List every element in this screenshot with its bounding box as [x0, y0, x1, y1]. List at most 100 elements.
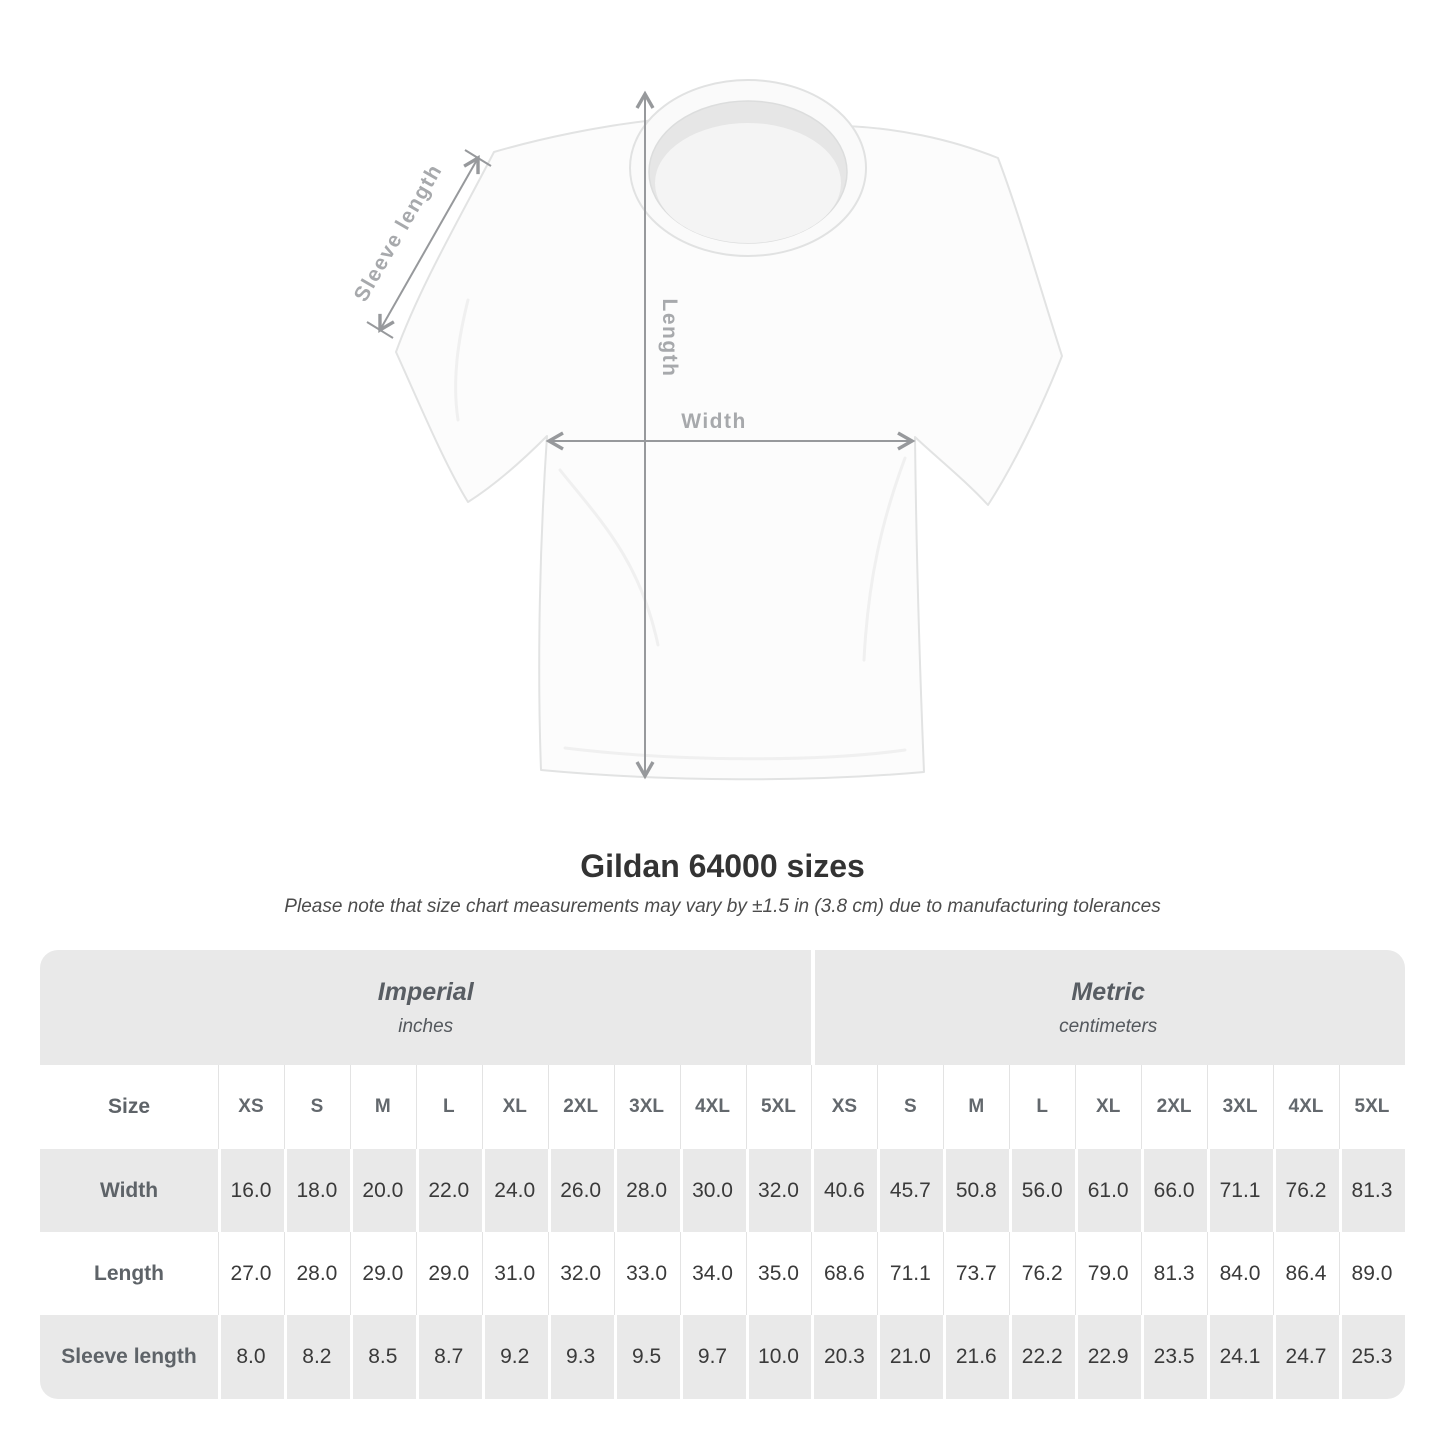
length-imperial-4xl: 34.0: [679, 1232, 746, 1315]
sleeve-length-imperial-l: 8.7: [415, 1315, 482, 1399]
length-metric-3xl: 84.0: [1207, 1232, 1273, 1315]
length-imperial-s: 28.0: [283, 1232, 350, 1315]
sleeve-length-imperial-xl: 9.2: [481, 1315, 548, 1399]
row-label-length: Length: [40, 1232, 218, 1315]
width-metric-l: 56.0: [1009, 1149, 1076, 1232]
sleeve-arrow-end-tick: [464, 149, 492, 167]
size-table: Imperial inches Metric centimeters Size …: [40, 950, 1405, 1399]
length-label: Length: [658, 299, 681, 378]
width-imperial-2xl: 26.0: [547, 1149, 614, 1232]
width-imperial-xs: 16.0: [218, 1149, 284, 1232]
sleeve-length-imperial-3xl: 9.5: [613, 1315, 680, 1399]
length-imperial-xl: 31.0: [481, 1232, 548, 1315]
tolerance-note: Please note that size chart measurements…: [284, 896, 1161, 917]
size-header-imperial-s: S: [283, 1065, 350, 1149]
metric-unit: centimeters: [1059, 1015, 1158, 1037]
imperial-unit: inches: [398, 1015, 454, 1037]
sleeve-length-imperial-4xl: 9.7: [679, 1315, 746, 1399]
width-metric-xs: 40.6: [811, 1149, 878, 1232]
width-metric-5xl: 81.3: [1338, 1149, 1405, 1232]
metric-label: Metric: [1071, 977, 1146, 1006]
length-metric-4xl: 86.4: [1273, 1232, 1339, 1315]
page-title: Gildan 64000 sizes: [580, 848, 865, 884]
tshirt-figure: Sleeve length Length Width: [350, 79, 1063, 781]
sleeve-length-metric-l: 22.2: [1009, 1315, 1076, 1399]
size-table-grid: Imperial inches Metric centimeters Size …: [40, 950, 1405, 1399]
length-imperial-2xl: 32.0: [547, 1232, 614, 1315]
sleeve-arrow-start-tick: [366, 321, 394, 339]
sleeve-length-imperial-5xl: 10.0: [745, 1315, 812, 1399]
sleeve-length-metric-xl: 22.9: [1075, 1315, 1142, 1399]
width-metric-2xl: 66.0: [1141, 1149, 1208, 1232]
width-imperial-4xl: 30.0: [679, 1149, 746, 1232]
size-header-metric-l: L: [1009, 1065, 1076, 1149]
size-header-imperial-4xl: 4XL: [679, 1065, 746, 1149]
length-metric-l: 76.2: [1009, 1232, 1076, 1315]
size-header-metric-m: M: [943, 1065, 1010, 1149]
size-header-metric-4xl: 4XL: [1273, 1065, 1339, 1149]
length-metric-2xl: 81.3: [1141, 1232, 1208, 1315]
measurement-row-length: Length 27.0 28.0 29.0 29.0 31.0 32.0 33.0 34.0 35…: [40, 1232, 1405, 1315]
length-imperial-xs: 27.0: [218, 1232, 284, 1315]
size-header-metric-3xl: 3XL: [1207, 1065, 1273, 1149]
width-imperial-l: 22.0: [415, 1149, 482, 1232]
length-imperial-5xl: 35.0: [745, 1232, 812, 1315]
sleeve-length-metric-4xl: 24.7: [1273, 1315, 1339, 1399]
metric-header: Metric centimeters: [811, 950, 1405, 1065]
width-metric-s: 45.7: [877, 1149, 944, 1232]
length-imperial-m: 29.0: [349, 1232, 416, 1315]
length-metric-s: 71.1: [877, 1232, 944, 1315]
size-header-metric-2xl: 2XL: [1141, 1065, 1208, 1149]
size-header-imperial-m: M: [349, 1065, 416, 1149]
length-metric-xs: 68.6: [811, 1232, 878, 1315]
size-header-imperial-2xl: 2XL: [547, 1065, 614, 1149]
row-label-sleeve-length: Sleeve length: [40, 1315, 218, 1399]
size-column-label: Size: [40, 1065, 218, 1149]
sleeve-length-imperial-xs: 8.0: [218, 1315, 284, 1399]
collar-inner-back: [655, 123, 841, 243]
sleeve-length-metric-s: 21.0: [877, 1315, 944, 1399]
sleeve-length-imperial-s: 8.2: [283, 1315, 350, 1399]
measurement-arrows: [366, 90, 916, 780]
sleeve-length-metric-m: 21.6: [943, 1315, 1010, 1399]
measurement-row-width: Width 16.0 18.0 20.0 22.0 24.0 26.0 28.0 30.0 32.…: [40, 1149, 1405, 1232]
length-imperial-l: 29.0: [415, 1232, 482, 1315]
tshirt-size-diagram: Sleeve length Length Width: [350, 79, 1063, 781]
length-metric-xl: 79.0: [1075, 1232, 1142, 1315]
size-header-imperial-xs: XS: [218, 1065, 284, 1149]
length-metric-m: 73.7: [943, 1232, 1010, 1315]
length-imperial-3xl: 33.0: [613, 1232, 680, 1315]
sleeve-length-metric-2xl: 23.5: [1141, 1315, 1208, 1399]
width-metric-m: 50.8: [943, 1149, 1010, 1232]
width-imperial-s: 18.0: [283, 1149, 350, 1232]
width-label: Width: [681, 410, 747, 433]
size-header-imperial-xl: XL: [481, 1065, 548, 1149]
size-header-metric-xl: XL: [1075, 1065, 1142, 1149]
size-header-metric-xs: XS: [811, 1065, 878, 1149]
row-label-width: Width: [40, 1149, 218, 1232]
imperial-header: Imperial inches: [40, 950, 812, 1065]
width-metric-xl: 61.0: [1075, 1149, 1142, 1232]
size-header-metric-5xl: 5XL: [1338, 1065, 1405, 1149]
sleeve-length-metric-5xl: 25.3: [1338, 1315, 1405, 1399]
width-imperial-3xl: 28.0: [613, 1149, 680, 1232]
size-header-row: Size XS S M L XL 2XL 3XL 4XL 5XL XS S M L XL 2XL 3XL 4XL…: [40, 1065, 1405, 1149]
width-imperial-m: 20.0: [349, 1149, 416, 1232]
width-metric-3xl: 71.1: [1207, 1149, 1273, 1232]
size-header-imperial-l: L: [415, 1065, 482, 1149]
width-metric-4xl: 76.2: [1273, 1149, 1339, 1232]
unit-header-row: Imperial inches Metric centimeters: [40, 950, 1405, 1065]
sleeve-length-arrow: [378, 155, 480, 333]
width-imperial-xl: 24.0: [481, 1149, 548, 1232]
size-header-imperial-5xl: 5XL: [745, 1065, 812, 1149]
sleeve-length-metric-xs: 20.3: [811, 1315, 878, 1399]
size-header-metric-s: S: [877, 1065, 944, 1149]
length-metric-5xl: 89.0: [1338, 1232, 1405, 1315]
measurement-row-sleeve-length: Sleeve length 8.0 8.2 8.5 8.7 9.2 9.3 9.5 9.7 10.…: [40, 1315, 1405, 1399]
sleeve-length-imperial-m: 8.5: [349, 1315, 416, 1399]
size-header-imperial-3xl: 3XL: [613, 1065, 680, 1149]
sleeve-length-metric-3xl: 24.1: [1207, 1315, 1273, 1399]
sleeve-length-imperial-2xl: 9.3: [547, 1315, 614, 1399]
imperial-label: Imperial: [377, 977, 474, 1006]
